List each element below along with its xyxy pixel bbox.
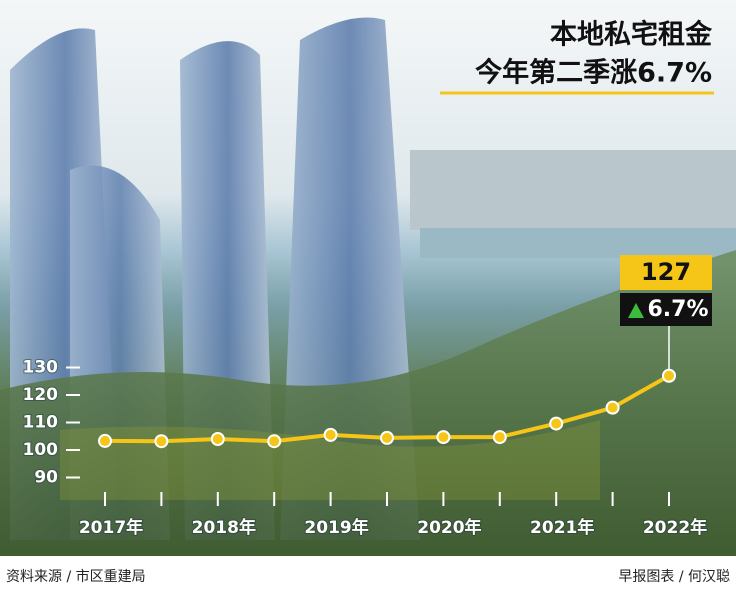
chart-subtitle: 今年第二季涨6.7% (475, 57, 712, 89)
point (323, 427, 338, 442)
chart-title: 本地私宅租金 (550, 19, 713, 51)
x-tick-label: 2020年 (417, 517, 481, 538)
change-callout: 6.7% (647, 297, 708, 322)
value-callout: 127 (641, 258, 691, 286)
up-arrow (628, 303, 644, 318)
point (380, 430, 394, 445)
y-tick-label: 90 (34, 468, 58, 488)
x-tick-label: 2018年 (192, 517, 256, 538)
point (154, 434, 169, 449)
point (210, 432, 225, 446)
point (605, 400, 620, 415)
point (662, 368, 676, 383)
x-tick-label: 2021年 (530, 517, 594, 538)
point (436, 430, 451, 445)
plot: 90 100 110 120 130 2017年 2018年 2019年 2020年 2021年 2… (22, 357, 709, 540)
x-tick-label: 2022年 (643, 517, 707, 538)
credit: 早报图表 / 何汉聪 (618, 569, 730, 585)
source: 资料来源 / 市区重建局 (6, 568, 146, 585)
y-tick-label: 100 (23, 440, 59, 460)
x-tick-label: 2017年 (79, 517, 143, 538)
point (98, 433, 112, 448)
y-tick-label: 120 (23, 385, 59, 405)
value-callout-box (620, 255, 712, 290)
y-tick-label: 110 (23, 413, 59, 433)
y-tick-label: 130 (23, 358, 59, 378)
x-tick-label: 2019年 (304, 517, 368, 538)
point (267, 434, 282, 449)
point (549, 416, 564, 431)
point (492, 430, 507, 445)
